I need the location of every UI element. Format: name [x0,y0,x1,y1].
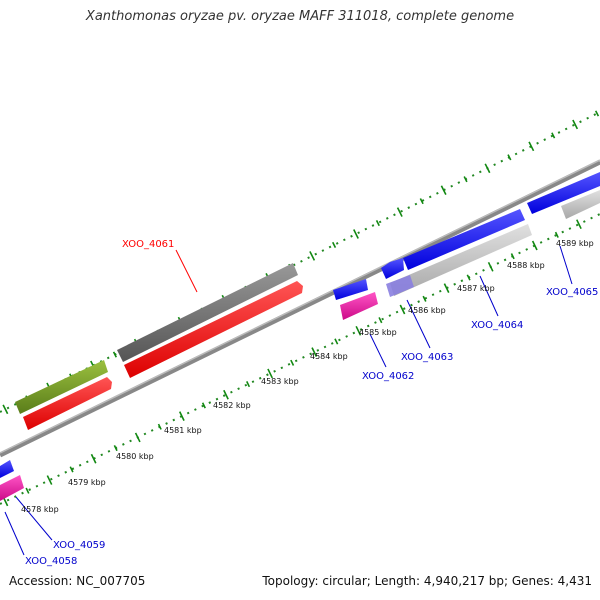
cds-blue-small[interactable] [333,279,368,300]
cds-red-left[interactable] [23,377,112,430]
scale-label: 4586 kbp [408,306,446,315]
scale-tick [223,389,229,400]
scale-tick [112,351,117,358]
scale-tick [551,132,556,139]
cds-xoo-4061-upper[interactable] [117,263,298,362]
gene-label-xoo-4062[interactable]: XOO_4062 [362,371,414,382]
scale-tick [510,253,515,260]
scale-tick [178,411,185,421]
gene-label-xoo-4061[interactable]: XOO_4061 [122,239,174,250]
cds-xoo-4065-gray[interactable] [561,190,600,219]
scale-tick [46,475,53,485]
scale-tick [355,325,362,336]
scale-label: 4581 kbp [164,426,202,435]
scale-tick [113,445,118,452]
leader-xoo-4059 [15,496,53,541]
genome-title: Xanthomonas oryzae pv. oryzae MAFF 31101… [85,9,515,24]
scale-tick [528,141,535,152]
scale-tick [422,295,427,302]
scale-tick [311,347,318,357]
scale-label: 4588 kbp [507,261,545,270]
gene-label-xoo-4063[interactable]: XOO_4063 [401,352,453,363]
scale-tick [201,402,206,409]
cds-xoo-4065[interactable] [527,172,600,214]
scale-labels: 4578 kbp 4579 kbp 4580 kbp 4581 kbp 4582… [21,239,594,514]
scale-tick [572,119,579,130]
scale-label: 4579 kbp [68,478,106,487]
scale-tick [90,453,97,464]
scale-tick [334,338,339,345]
scale-tick [267,368,274,379]
scale-tick [440,185,447,196]
cds-xoo-4063[interactable] [403,209,525,270]
scale-tick [290,359,295,366]
scale-tick [484,163,491,174]
gene-label-xoo-4058[interactable]: XOO_4058 [25,556,77,567]
cds-xoo-4062[interactable] [340,292,378,320]
scale-label: 4578 kbp [21,505,59,514]
leader-xoo-4062 [369,333,387,368]
genome-summary: Topology: circular; Length: 4,940,217 bp… [262,574,592,588]
scale-tick [507,154,512,161]
scale-tick [463,176,468,183]
scale-tick [375,220,380,227]
scale-tick [576,219,582,230]
scale-tick [309,251,316,261]
gene-label-xoo-4059[interactable]: XOO_4059 [53,540,105,551]
scale-label: 4585 kbp [359,328,397,337]
accession-label: Accession: NC_007705 [9,574,146,588]
inner-dotted-guide [0,213,600,505]
scale-tick [246,381,251,388]
cds-xoo-4059[interactable] [0,460,14,478]
cds-blue-arrow-left[interactable] [381,258,404,279]
cds-xoo-4064[interactable] [390,224,532,296]
gene-labels: XOO_4058 XOO_4059 XOO_4061 XOO_4062 XOO_… [25,239,598,567]
scale-tick [419,198,424,205]
scale-tick [594,110,600,117]
gene-label-xoo-4065[interactable]: XOO_4065 [546,287,598,298]
leader-xoo-4065 [559,245,573,285]
cds-olive[interactable] [15,360,108,414]
scale-tick [396,207,403,217]
scale-label: 4582 kbp [213,401,251,410]
leader-lines [4,245,573,556]
scale-tick [554,231,559,238]
cds-xoo-4058[interactable] [0,475,24,501]
scale-tick [487,261,494,272]
scale-tick [353,229,359,239]
scale-tick [134,432,141,443]
leader-xoo-4058 [4,511,25,556]
scale-tick [399,304,406,315]
scale-label: 4584 kbp [310,352,348,361]
scale-tick [157,423,162,430]
scale-tick [378,317,383,324]
scale-label: 4583 kbp [261,377,299,386]
scale-tick [2,404,9,415]
cds-lavender[interactable] [386,275,414,297]
cds-features [0,172,600,501]
scale-label: 4589 kbp [556,239,594,248]
gene-label-xoo-4064[interactable]: XOO_4064 [471,320,523,331]
scale-tick [332,241,337,249]
scale-tick [25,487,30,494]
leader-xoo-4064 [479,275,499,317]
leader-xoo-4061 [175,249,198,293]
genome-backbone-highlight [0,159,600,454]
scale-tick [443,283,450,294]
genome-backbone [0,159,600,458]
scale-label: 4580 kbp [116,452,154,461]
scale-tick [466,274,471,281]
scale-label: 4587 kbp [457,284,495,293]
scale-tick [69,466,74,473]
cds-xoo-4061[interactable] [124,281,303,378]
leader-xoo-4063 [406,299,431,349]
scale-tick [531,240,538,251]
